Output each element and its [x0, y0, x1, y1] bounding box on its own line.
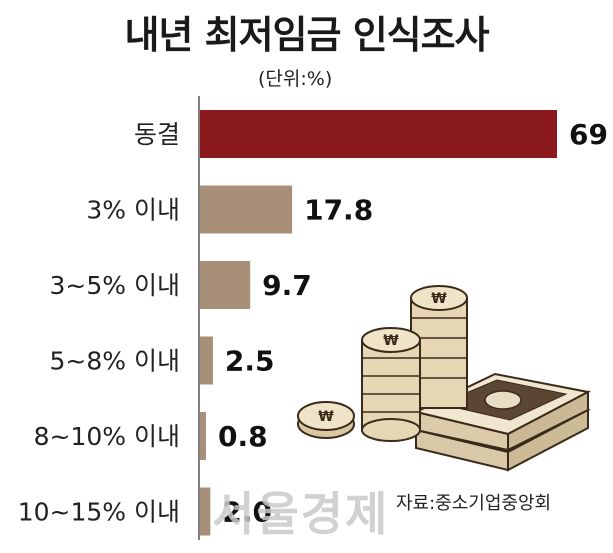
category-label-2: 3~5% 이내	[50, 271, 180, 300]
coin-stack-icon: ₩	[410, 285, 468, 409]
category-label-5: 10~15% 이내	[18, 498, 180, 527]
value-label-1: 17.8	[304, 194, 373, 227]
bar-1	[200, 185, 293, 234]
bar-5	[200, 487, 211, 536]
value-label-4: 0.8	[218, 420, 268, 453]
unit-label: (단위:%)	[258, 68, 333, 90]
bar-0	[200, 110, 557, 158]
value-label-3: 2.5	[225, 345, 275, 378]
svg-text:₩: ₩	[431, 291, 447, 307]
svg-text:₩: ₩	[383, 333, 399, 349]
category-label-3: 5~8% 이내	[50, 347, 180, 376]
bar-3	[200, 336, 213, 385]
category-label-4: 8~10% 이내	[34, 422, 180, 451]
coin-icon: ₩	[297, 401, 355, 439]
source-note: 자료:중소기업중앙회	[396, 493, 552, 514]
value-label-2: 9.7	[262, 269, 312, 302]
value-label-0: 69	[569, 118, 608, 151]
coin-stack-icon: ₩	[361, 327, 421, 442]
svg-text:₩: ₩	[318, 409, 334, 425]
coins-money-illustration: ₩ ₩ ₩	[297, 285, 591, 472]
watermark: 서울경제	[212, 487, 390, 541]
chart-title: 내년 최저임금 인식조사	[124, 13, 489, 57]
category-label-0: 동결	[134, 120, 180, 149]
category-label-1: 3% 이내	[86, 196, 180, 225]
bar-2	[200, 261, 251, 309]
bar-4	[200, 412, 206, 460]
cash-bundle-icon	[413, 372, 591, 472]
value-label-5: 2.0	[222, 496, 272, 529]
